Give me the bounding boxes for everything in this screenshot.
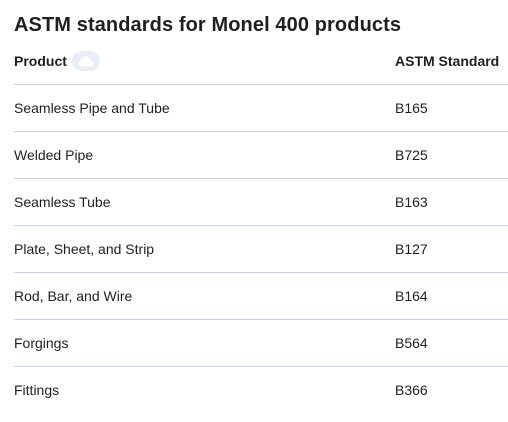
page-title: ASTM standards for Monel 400 products <box>14 14 402 36</box>
product-cell: Rod, Bar, and Wire <box>14 288 133 304</box>
product-cell: Plate, Sheet, and Strip <box>14 241 155 257</box>
standard-cell: B163 <box>395 194 428 210</box>
standard-header-cell: ASTM Standard <box>395 38 499 84</box>
product-cell: Seamless Pipe and Tube <box>14 100 170 116</box>
product-header-cell: Product <box>14 38 100 84</box>
standard-cell: B127 <box>395 241 428 257</box>
table-row: Plate, Sheet, and Strip B127 <box>14 226 508 273</box>
table-row: Seamless Tube B163 <box>14 179 508 226</box>
table-row: Rod, Bar, and Wire B164 <box>14 273 508 320</box>
product-cell: Forgings <box>14 335 69 351</box>
cloud-icon[interactable] <box>71 51 100 71</box>
standard-cell: B564 <box>395 335 428 351</box>
standards-table: Product ASTM Standard Seamless Pipe and … <box>14 38 508 413</box>
product-cell: Fittings <box>14 382 60 398</box>
standard-column-header: ASTM Standard <box>395 53 500 69</box>
table-row: Welded Pipe B725 <box>14 132 508 179</box>
standard-cell: B725 <box>395 147 428 163</box>
standard-cell: B366 <box>395 382 428 398</box>
standard-cell: B164 <box>395 288 428 304</box>
product-cell: Welded Pipe <box>14 147 94 163</box>
table-row: Forgings B564 <box>14 320 508 367</box>
product-cell: Seamless Tube <box>14 194 111 210</box>
cloud-icon-glyph <box>78 56 94 66</box>
table-header-row: Product ASTM Standard <box>14 38 508 85</box>
table-row: Seamless Pipe and Tube B165 <box>14 85 508 132</box>
standard-cell: B165 <box>395 100 428 116</box>
table-row: Fittings B366 <box>14 367 508 413</box>
product-column-header: Product <box>14 53 67 69</box>
